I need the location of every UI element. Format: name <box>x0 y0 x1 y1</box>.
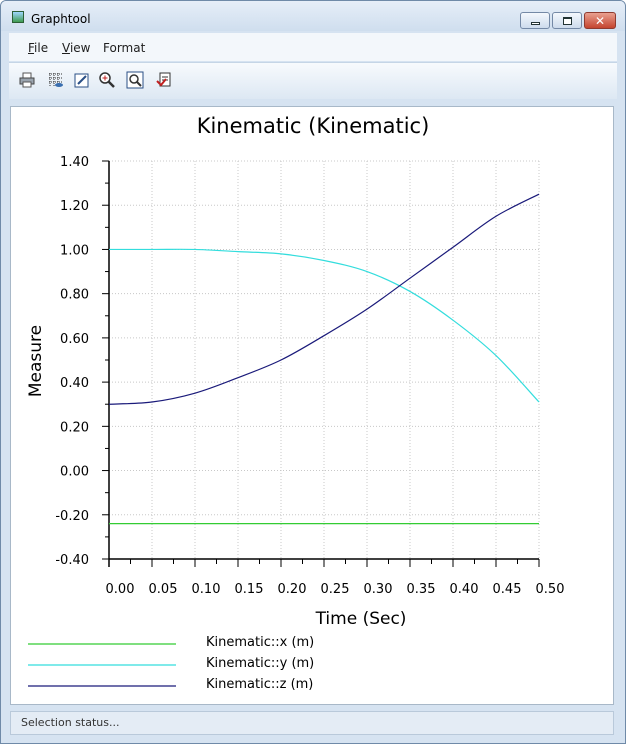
x-tick-label: 0.45 <box>493 582 522 597</box>
chart-axes: 1.40 1.20 1.00 0.80 0.60 0.40 0.20 0.00 -0.20 -0.… <box>55 155 564 597</box>
y-tick-label: 0.40 <box>60 376 89 391</box>
export-button[interactable] <box>154 70 174 90</box>
edit-plot-button[interactable] <box>72 70 92 90</box>
series-y-line <box>109 248 540 403</box>
y-tick-label: 0.60 <box>60 332 89 347</box>
chart-series <box>108 193 540 525</box>
grid-settings-button[interactable] <box>46 70 66 90</box>
y-tick-label: 1.00 <box>60 243 89 258</box>
x-tick-label: 0.25 <box>321 582 350 597</box>
series-z-line <box>108 193 540 405</box>
x-tick-label: 0.50 <box>536 582 565 597</box>
legend-item-z-label: Kinematic::z (m) <box>206 677 313 692</box>
status-text: Selection status... <box>21 716 120 729</box>
zoom-in-button[interactable] <box>97 70 117 90</box>
menu-file[interactable]: File <box>28 41 49 55</box>
menu-bar: File View Format <box>9 33 617 61</box>
kinematic-chart: Kinematic (Kinematic) 1.40 1.20 1.00 0.80 0.… <box>26 114 564 692</box>
close-icon: ✕ <box>594 13 606 28</box>
toolbar <box>9 62 617 99</box>
x-axis-label: Time (Sec) <box>315 609 407 629</box>
x-tick-label: 0.00 <box>106 582 135 597</box>
y-tick-label: 0.00 <box>60 465 89 480</box>
export-icon <box>156 72 171 87</box>
y-tick-label: 1.20 <box>60 199 89 214</box>
zoom-fit-button[interactable] <box>125 70 145 90</box>
x-tick-label: 0.40 <box>450 582 479 597</box>
close-button[interactable]: ✕ <box>584 12 616 29</box>
x-tick-label: 0.10 <box>192 582 221 597</box>
maximize-button[interactable] <box>552 12 582 29</box>
x-tick-label: 0.05 <box>149 582 178 597</box>
status-bar: Selection status... <box>10 711 614 735</box>
legend-item-y-label: Kinematic::y (m) <box>206 656 314 671</box>
minimize-button[interactable] <box>520 12 550 29</box>
x-tick-label: 0.20 <box>278 582 307 597</box>
menu-format[interactable]: Format <box>103 41 146 55</box>
chart-grid <box>109 160 540 559</box>
minimize-icon <box>530 21 540 25</box>
menu-view[interactable]: View <box>62 41 91 55</box>
x-tick-label: 0.30 <box>364 582 393 597</box>
print-icon <box>19 72 35 88</box>
x-tick-label: 0.35 <box>407 582 436 597</box>
y-tick-label: -0.40 <box>55 553 89 568</box>
y-axis-label: Measure <box>26 325 46 397</box>
plot-area[interactable]: Kinematic (Kinematic) 1.40 1.20 1.00 0.80 0.… <box>10 106 614 705</box>
chart-title: Kinematic (Kinematic) <box>197 114 430 138</box>
grid-settings-icon <box>49 73 63 87</box>
window-title: Graphtool <box>31 12 91 26</box>
y-tick-label: 0.20 <box>60 420 89 435</box>
y-tick-label: 0.80 <box>60 288 89 303</box>
y-tick-label: 1.40 <box>60 155 89 170</box>
y-tick-label: -0.20 <box>55 509 89 524</box>
maximize-icon <box>562 16 572 25</box>
zoom-in-icon <box>99 72 115 88</box>
edit-plot-icon <box>74 73 89 88</box>
print-button[interactable] <box>17 70 37 90</box>
title-bar[interactable]: Graphtool ✕ <box>1 1 625 31</box>
chart-legend: Kinematic::x (m)Kinematic::y (m)Kinemati… <box>28 635 314 692</box>
x-tick-label: 0.15 <box>235 582 264 597</box>
legend-item-x-label: Kinematic::x (m) <box>206 635 314 650</box>
zoom-fit-icon <box>126 71 144 89</box>
app-icon <box>12 11 24 23</box>
